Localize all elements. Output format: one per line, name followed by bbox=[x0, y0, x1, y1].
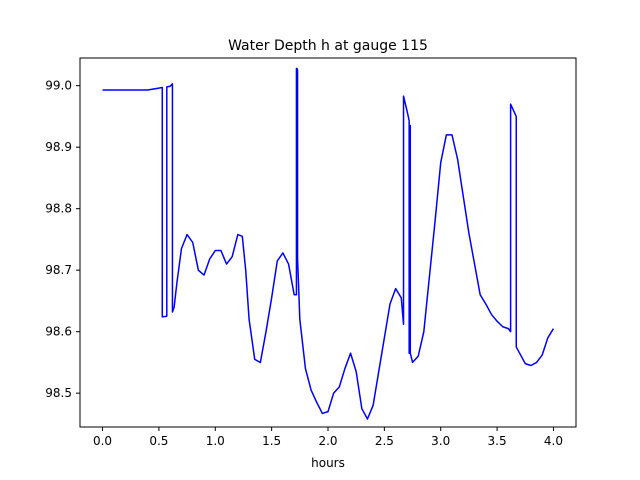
y-tick-label: 99.0 bbox=[45, 79, 72, 93]
y-tick-label: 98.8 bbox=[45, 202, 72, 216]
y-tick-label: 98.9 bbox=[45, 140, 72, 154]
x-tick-label: 3.5 bbox=[488, 434, 507, 448]
x-tick-label: 0.5 bbox=[149, 434, 168, 448]
x-tick-label: 4.0 bbox=[544, 434, 563, 448]
x-axis-ticks: 0.0 0.5 1.0 1.5 2.0 2.5 3.0 3.5 4.0 bbox=[93, 427, 563, 448]
chart-title: Water Depth h at gauge 115 bbox=[228, 38, 428, 54]
y-tick-label: 98.6 bbox=[45, 325, 72, 339]
x-axis-label: hours bbox=[311, 456, 345, 470]
x-tick-label: 0.0 bbox=[93, 434, 112, 448]
y-tick-label: 98.7 bbox=[45, 263, 72, 277]
x-tick-label: 1.5 bbox=[262, 434, 281, 448]
plot-lines bbox=[102, 67, 555, 420]
series-line bbox=[102, 67, 555, 420]
x-tick-label: 1.0 bbox=[206, 434, 225, 448]
y-axis-ticks: 98.5 98.6 98.7 98.8 98.9 99.0 bbox=[45, 79, 80, 400]
x-tick-label: 3.0 bbox=[431, 434, 450, 448]
y-tick-label: 98.5 bbox=[45, 386, 72, 400]
x-tick-label: 2.0 bbox=[318, 434, 337, 448]
x-tick-label: 2.5 bbox=[375, 434, 394, 448]
plot-frame bbox=[79, 57, 577, 428]
